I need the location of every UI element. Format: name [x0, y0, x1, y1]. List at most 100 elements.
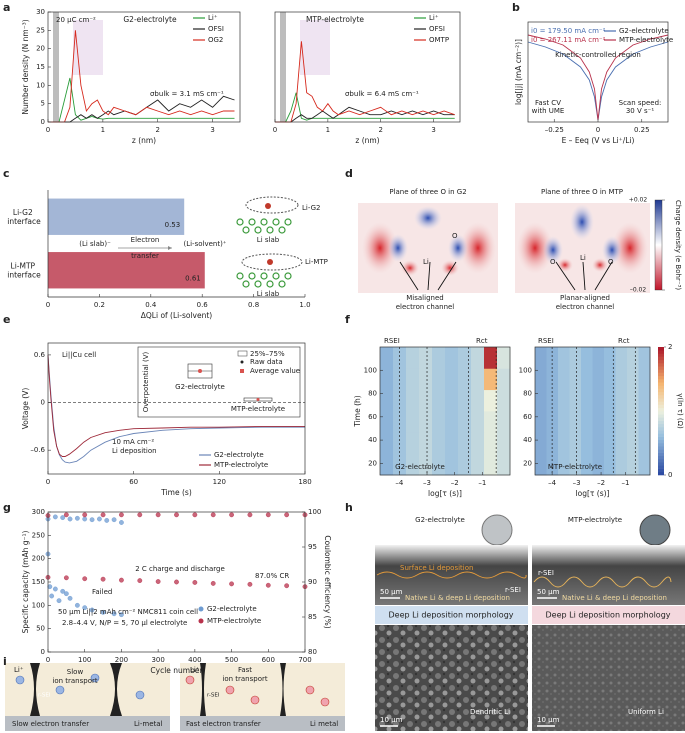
interface-line	[376, 571, 527, 579]
colorbar-step	[658, 366, 664, 370]
annotation: RSEI	[384, 337, 400, 345]
heat-cell	[419, 453, 433, 476]
x-tick-label: 0	[46, 126, 50, 134]
annotation: σbulk = 3.1 mS cm⁻¹	[150, 90, 224, 98]
plot-frame	[274, 11, 461, 123]
layer-label: Native Li & deep Li deposition	[405, 594, 510, 602]
y-tick-label: 80	[368, 390, 377, 398]
marker	[100, 576, 106, 582]
plot-frame	[379, 346, 511, 476]
colorbar-step	[658, 436, 664, 441]
y-axis-label: Time (h)	[353, 395, 362, 427]
heat-cell	[419, 368, 433, 391]
arrow-head	[168, 246, 172, 250]
marker	[247, 512, 253, 518]
heat-cell	[604, 453, 616, 476]
heat-cell	[393, 347, 407, 369]
molecule-outline	[245, 196, 299, 214]
y-tick-label: 20	[368, 459, 377, 467]
heat-cell	[615, 347, 628, 369]
atom-label: Li	[580, 254, 586, 262]
annotation: G2-electrolyte	[395, 463, 445, 471]
marker	[82, 516, 88, 522]
marker	[137, 512, 143, 518]
heat-cell	[535, 432, 547, 455]
marker	[247, 581, 253, 587]
colorbar-step	[658, 423, 664, 428]
heat-cell	[604, 368, 616, 391]
colorbar-step	[658, 382, 664, 386]
colorbar-step	[658, 420, 664, 425]
legend-label: OMTP	[429, 36, 449, 44]
marker	[100, 512, 106, 518]
annotation: MTP-electrolyte	[548, 463, 602, 471]
colorbar-step	[658, 443, 664, 447]
marker	[47, 584, 53, 590]
legend-marker	[198, 606, 204, 612]
annotation: i0 = 267.11 mA cm⁻²	[531, 36, 606, 44]
heat-cell	[432, 453, 446, 476]
chart-title: G2-electrolyte	[123, 15, 177, 24]
annotation: Li-MTP	[305, 258, 328, 266]
column-title: G2-electrolyte	[415, 516, 465, 524]
legend-label: G2-electrolyte	[619, 27, 669, 35]
marker	[111, 611, 117, 617]
marker	[210, 512, 216, 518]
label-band	[375, 606, 528, 624]
column-title: MTP-electrolyte	[568, 516, 622, 524]
x-tick-label: 3	[431, 126, 435, 134]
y-tick-label: 80	[523, 390, 532, 398]
layer-label: r-SEI	[505, 586, 521, 594]
heat-cell	[627, 368, 639, 391]
layer-label: Native Li & deep Li deposition	[562, 594, 667, 602]
colorbar-step	[658, 446, 664, 450]
legend-label: Li⁺	[208, 14, 218, 22]
colorbar-step	[658, 427, 664, 431]
colorbar-step	[658, 372, 664, 377]
x-tick-label: 0.8	[248, 301, 259, 309]
mean	[256, 398, 260, 401]
colorbar-step	[658, 465, 664, 469]
heat-cell	[569, 347, 582, 369]
coin-photo	[481, 514, 513, 546]
x-tick-label: –1	[478, 479, 486, 487]
heat-cell	[484, 432, 498, 455]
marker	[82, 576, 88, 582]
heat-cell	[497, 432, 511, 455]
y-axis-label: Voltage (V)	[21, 388, 30, 430]
heat-cell	[569, 368, 582, 391]
band-label: Deep Li deposition morphology	[388, 611, 513, 620]
molecule-cluster	[73, 20, 103, 75]
heat-cell	[558, 453, 570, 476]
arrows	[399, 261, 457, 291]
x-axis-label: z (nm)	[132, 136, 156, 145]
line-series	[47, 354, 305, 464]
heat-cell	[581, 389, 593, 412]
x-tick-label: 0.25	[634, 126, 650, 134]
colorbar-label: γ(ln τ) (Ω)	[676, 393, 684, 429]
heat-cell	[638, 389, 651, 412]
marker	[63, 575, 69, 581]
interface-line	[533, 576, 672, 588]
annotation: (Li-solvent)⁺	[183, 240, 226, 248]
heat-cell	[581, 368, 593, 391]
bar	[48, 198, 185, 235]
colorbar-step	[658, 353, 664, 357]
heat-cell	[458, 368, 472, 391]
marker	[174, 579, 179, 585]
colorbar-label: Charge density (e Bohr⁻³)	[674, 200, 682, 290]
atom-label: O	[550, 258, 556, 266]
y-axis-label: Specific capacity (mAh g⁻¹)	[21, 531, 30, 634]
legend-box	[237, 350, 248, 357]
legend-label: Li⁺	[429, 14, 439, 22]
marker	[119, 512, 124, 518]
heat-cell	[471, 368, 485, 391]
annotation: 87.0% CR	[255, 572, 289, 580]
transport-label: ion transport	[52, 677, 97, 685]
colorbar-tick-label: 2	[668, 343, 672, 351]
colorbar-step	[658, 385, 664, 389]
y-tick-label: 150	[32, 578, 45, 586]
marker	[265, 582, 271, 588]
annotation: 20 μC cm⁻²	[56, 16, 96, 24]
marker	[265, 512, 271, 518]
